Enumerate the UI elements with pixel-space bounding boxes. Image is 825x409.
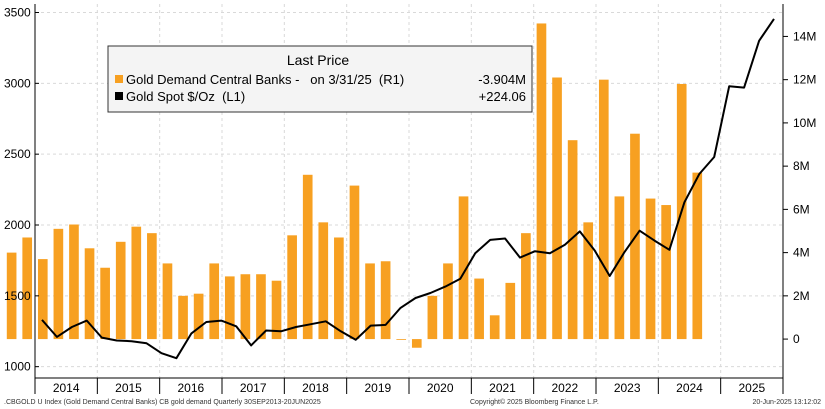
bar-19 xyxy=(302,174,313,340)
bar-16 xyxy=(256,274,266,340)
bar-30 xyxy=(474,278,484,340)
legend-swatch-central-banks xyxy=(115,75,123,83)
legend-value-gold-spot: +224.06 xyxy=(479,89,526,104)
bar-12 xyxy=(193,293,204,340)
left-tick-label-2: 2000 xyxy=(4,218,31,232)
left-tick-label-1: 1500 xyxy=(4,289,31,303)
bar-36 xyxy=(567,140,578,340)
year-label-2016: 2016 xyxy=(177,381,204,395)
right-tick-label-3: 6M xyxy=(793,202,810,216)
bar-20 xyxy=(318,222,329,340)
bar-34 xyxy=(536,23,547,340)
legend: Last Price Gold Demand Central Banks - o… xyxy=(107,45,533,113)
year-label-2018: 2018 xyxy=(302,381,329,395)
legend-label-gold-spot: Gold Spot $/Oz (L1) xyxy=(126,89,245,104)
bar-32 xyxy=(505,282,516,340)
right-tick-label-0: 0 xyxy=(793,332,800,346)
left-tick-label-4: 3000 xyxy=(4,76,31,90)
legend-label-central-banks: Gold Demand Central Banks - on 3/31/25 (… xyxy=(126,72,404,87)
footer: .CBGOLD U Index (Gold Demand Central Ban… xyxy=(4,398,821,406)
bar-39 xyxy=(614,196,625,340)
left-tick-label-5: 3500 xyxy=(4,6,31,20)
right-tick-label-1: 2M xyxy=(793,289,810,303)
x-axis: 2014 2015 2016 2017 2018 2019 2020 2021 2022 2023… xyxy=(53,378,766,395)
left-tick-label-3: 2500 xyxy=(4,147,31,161)
left-tick-label-0: 1000 xyxy=(4,360,31,374)
bar-23 xyxy=(365,263,375,340)
legend-swatch-gold-spot xyxy=(115,92,123,100)
bar-33 xyxy=(521,233,531,340)
bar-31 xyxy=(489,315,500,340)
year-label-2014: 2014 xyxy=(53,381,80,395)
legend-value-central-banks: -3.904M xyxy=(478,72,526,87)
bar-6 xyxy=(100,267,110,340)
year-label-2019: 2019 xyxy=(364,381,391,395)
bar-22 xyxy=(349,185,360,340)
year-label-2021: 2021 xyxy=(489,381,516,395)
bar-14 xyxy=(224,276,235,340)
bar-1 xyxy=(22,237,33,340)
bar-7 xyxy=(115,241,126,340)
left-axis: 1000 1500 2000 2500 3000 3500 xyxy=(4,6,39,374)
year-label-2024: 2024 xyxy=(676,381,703,395)
year-label-2023: 2023 xyxy=(614,381,641,395)
footer-copyright: Copyright© 2025 Bloomberg Finance L.P. xyxy=(470,398,599,406)
footer-timestamp: 20-Jun-2025 13:12:02 xyxy=(753,399,822,406)
bar-29 xyxy=(458,196,469,340)
bar-5 xyxy=(84,248,95,340)
bar-44 xyxy=(692,172,703,340)
bar-11 xyxy=(178,295,188,340)
bar-41 xyxy=(645,198,656,340)
bar-2 xyxy=(37,259,48,340)
bar-10 xyxy=(162,263,173,340)
year-label-2022: 2022 xyxy=(551,381,578,395)
bar-21 xyxy=(334,237,344,340)
bar-13 xyxy=(209,263,220,340)
bar-4 xyxy=(69,224,79,340)
right-tick-label-6: 12M xyxy=(793,73,816,87)
bar-37 xyxy=(583,222,594,340)
bar-18 xyxy=(287,235,297,340)
bar-42 xyxy=(661,205,671,340)
footer-source: .CBGOLD U Index (Gold Demand Central Ban… xyxy=(4,399,321,406)
bar-38 xyxy=(598,79,609,340)
line-series xyxy=(41,18,775,360)
right-tick-label-7: 14M xyxy=(793,29,816,43)
legend-box xyxy=(107,45,533,113)
year-label-2025: 2025 xyxy=(738,381,765,395)
bar-28 xyxy=(443,263,453,340)
bar-8 xyxy=(131,226,142,340)
bar-9 xyxy=(147,233,157,340)
year-label-2017: 2017 xyxy=(240,381,267,395)
bar-27 xyxy=(427,295,438,340)
bar-24 xyxy=(380,261,391,340)
year-label-2020: 2020 xyxy=(427,381,454,395)
bar-35 xyxy=(552,77,562,340)
bar-15 xyxy=(240,274,251,340)
right-axis: 0 2M 4M 6M 8M 10M 12M 14M xyxy=(783,29,816,346)
right-tick-label-2: 4M xyxy=(793,246,810,260)
gold-spot-line xyxy=(41,18,775,360)
bar-3 xyxy=(53,228,64,340)
right-tick-label-5: 10M xyxy=(793,116,816,130)
right-tick-label-4: 8M xyxy=(793,159,810,173)
year-label-2015: 2015 xyxy=(115,381,142,395)
bar-25 xyxy=(396,339,407,340)
bar-26 xyxy=(411,339,422,348)
bar-17 xyxy=(271,280,282,340)
legend-title: Last Price xyxy=(287,52,349,68)
bar-series xyxy=(6,23,703,348)
bar-0 xyxy=(6,252,17,340)
